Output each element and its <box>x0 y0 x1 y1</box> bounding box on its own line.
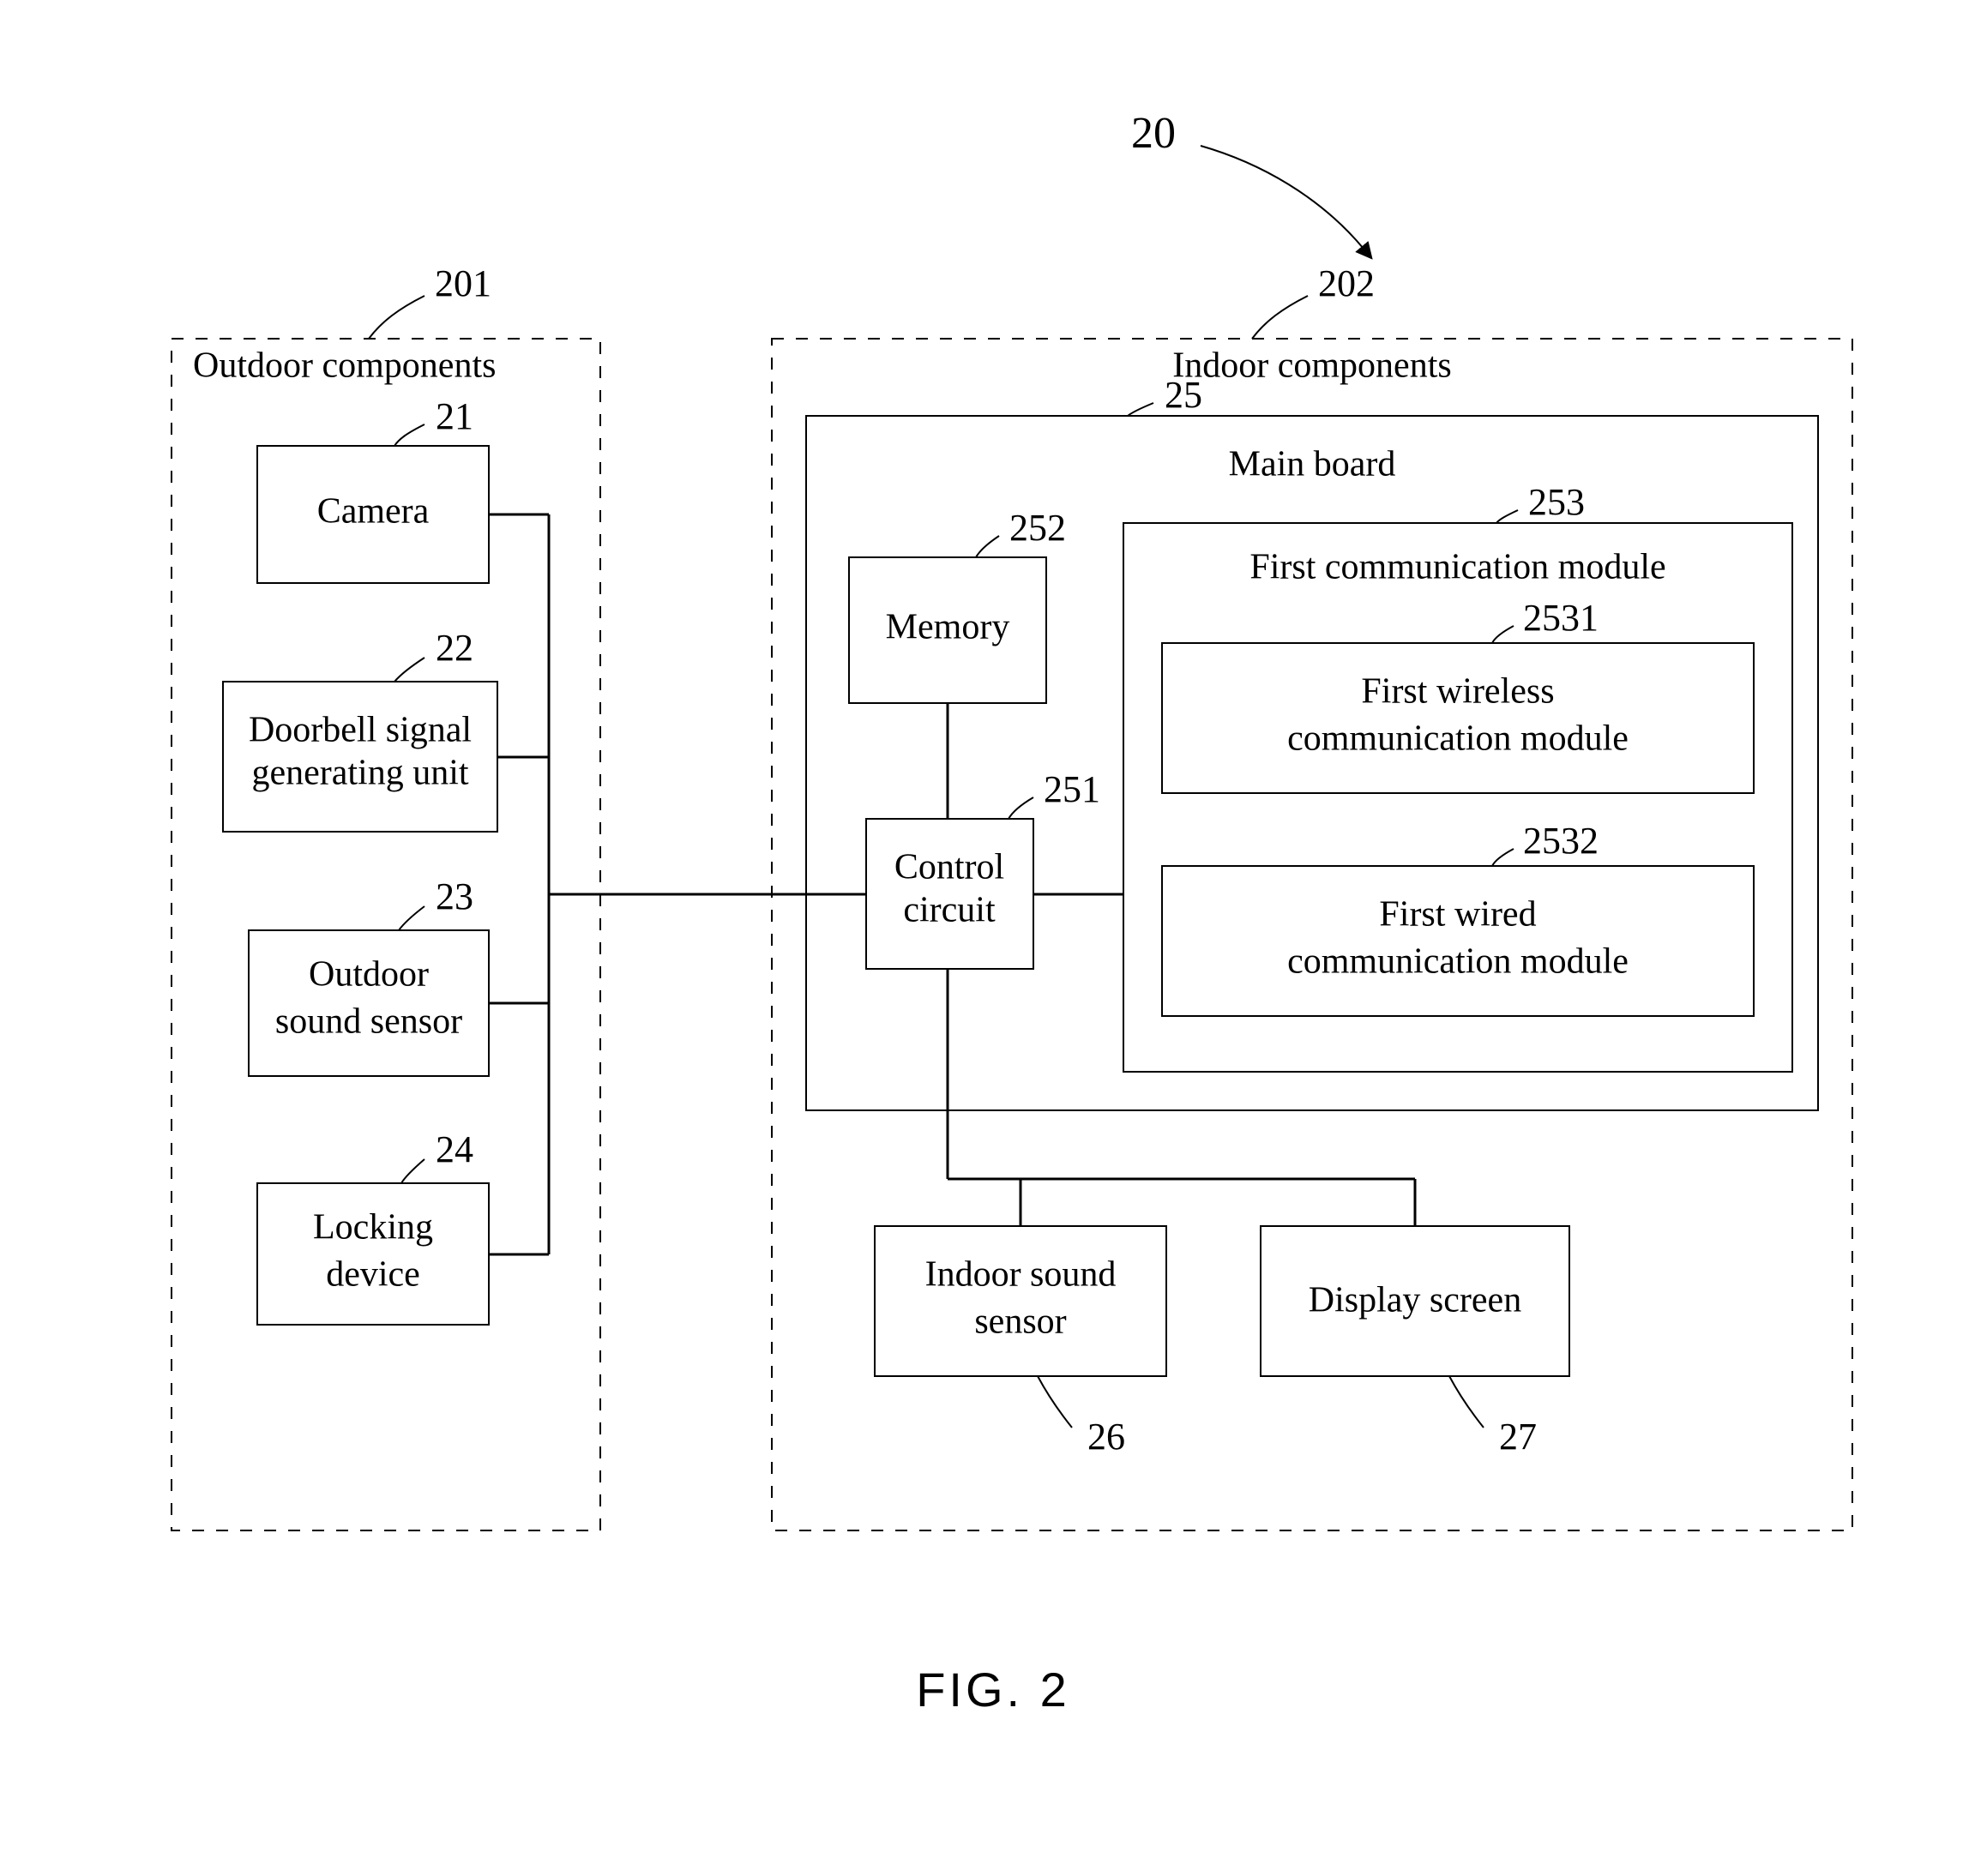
doorbell-label-2: generating unit <box>251 754 468 793</box>
ref-26-lead <box>1038 1376 1072 1428</box>
ref-main-arrow <box>1201 146 1364 249</box>
outdoor-sensor-label-2: sound sensor <box>275 1002 462 1042</box>
ref-253: 253 <box>1528 481 1585 523</box>
first-wireless-label-2: communication module <box>1287 719 1629 759</box>
ref-main-20: 20 <box>1131 109 1176 158</box>
ref-2531: 2531 <box>1523 597 1599 639</box>
ref-23: 23 <box>436 875 473 917</box>
ref-201: 201 <box>435 262 491 304</box>
control-label-1: Control <box>894 848 1004 887</box>
ref-202: 202 <box>1318 262 1375 304</box>
display-label: Display screen <box>1309 1281 1521 1320</box>
ref-26: 26 <box>1087 1416 1125 1458</box>
indoor-sensor-label-1: Indoor sound <box>925 1255 1117 1295</box>
control-label-2: circuit <box>903 891 996 930</box>
first-comm-label: First communication module <box>1249 548 1665 587</box>
ref-23-lead <box>399 906 424 930</box>
first-wireless-box <box>1162 643 1754 793</box>
camera-label: Camera <box>317 492 430 532</box>
first-wired-box <box>1162 866 1754 1016</box>
indoor-sensor-label-2: sensor <box>974 1302 1066 1342</box>
ref-202-lead <box>1252 296 1308 339</box>
ref-2532: 2532 <box>1523 820 1599 862</box>
first-wired-label-2: communication module <box>1287 942 1629 982</box>
ref-21: 21 <box>436 395 473 437</box>
ref-251: 251 <box>1044 768 1100 810</box>
ref-24: 24 <box>436 1128 473 1170</box>
ref-25: 25 <box>1165 374 1202 416</box>
ref-22: 22 <box>436 627 473 669</box>
ref-201-lead <box>369 296 424 339</box>
ref-21-lead <box>394 424 424 446</box>
ref-27: 27 <box>1499 1416 1537 1458</box>
first-wired-label-1: First wired <box>1379 895 1536 935</box>
figure-caption: FIG. 2 <box>916 1663 1070 1717</box>
ref-24-lead <box>401 1159 424 1183</box>
outdoor-sensor-label-1: Outdoor <box>309 955 429 995</box>
ref-25-lead <box>1128 403 1153 416</box>
ref-22-lead <box>394 658 424 682</box>
outdoor-title: Outdoor components <box>193 346 496 386</box>
doorbell-label-1: Doorbell signal <box>249 711 472 750</box>
mainboard-label: Main board <box>1229 445 1396 484</box>
indoor-sensor-box <box>875 1226 1166 1376</box>
first-wireless-label-1: First wireless <box>1361 672 1554 712</box>
locking-box <box>257 1183 489 1325</box>
indoor-title: Indoor components <box>1172 346 1451 386</box>
ref-252: 252 <box>1009 507 1066 549</box>
locking-label-2: device <box>326 1255 420 1295</box>
ref-27-lead <box>1449 1376 1484 1428</box>
memory-label: Memory <box>886 608 1010 647</box>
locking-label-1: Locking <box>313 1208 433 1248</box>
